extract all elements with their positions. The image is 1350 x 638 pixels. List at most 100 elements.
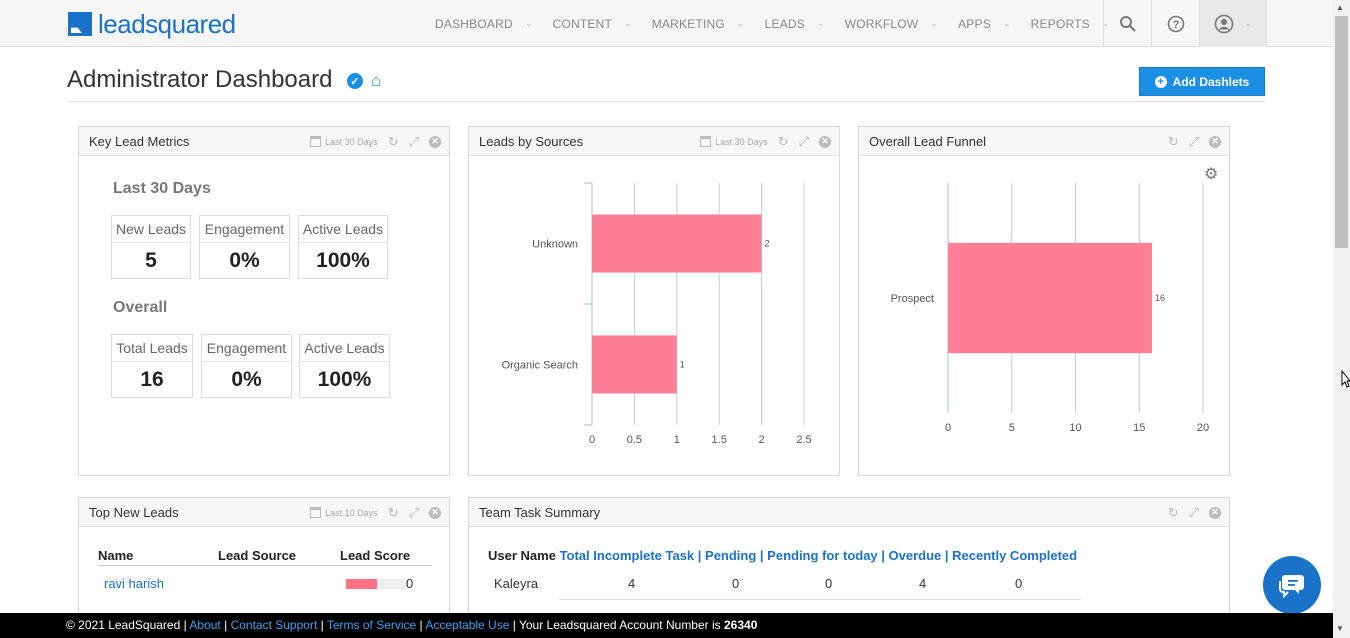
metric-label: Engagement [200,216,289,243]
footer-account-number: 26340 [724,618,758,632]
nav-leads[interactable]: LEADS ⌄ [755,0,835,47]
scroll-up-icon[interactable]: ▲ [1336,3,1344,12]
x-tick-label: 15 [1133,422,1145,434]
expand-icon[interactable]: ⤢ [1188,504,1199,520]
expand-icon[interactable]: ⤢ [1188,133,1199,149]
search-button[interactable] [1103,0,1151,47]
bar-prospect [948,242,1152,354]
lead-funnel-dashlet: Overall Lead Funnel ↻ ⤢ ✕ ⚙ 0 5 10 15 20 Pros… [858,126,1230,476]
col-header-lead-score[interactable]: Lead Score [340,548,411,563]
col-header-lead-source[interactable]: Lead Source [218,548,297,563]
nav-workflow[interactable]: WORKFLOW ⌄ [835,0,948,47]
close-icon[interactable]: ✕ [429,506,441,519]
calendar-icon [310,507,322,518]
close-icon[interactable]: ✕ [819,135,831,148]
date-range-label: Last 30 Days [325,136,378,147]
chevron-down-icon: ⌄ [930,18,939,28]
user-menu-button[interactable]: ⌄ [1199,0,1267,47]
metric-engagement-overall: Engagement 0% [201,334,292,398]
help-icon: ? [1167,15,1184,32]
dashlet-tools: Last 30 Days ↻ ⤢ ✕ [310,127,441,156]
category-label: Organic Search [502,360,578,372]
metric-value: 0% [229,249,260,272]
lead-name-link[interactable]: ravi harish [104,576,164,591]
dashlet-tools: Last 10 Days ↻ ⤢ ✕ [310,498,441,527]
dashlet-tools: Last 30 Days ↻ ⤢ ✕ [700,127,831,156]
nav-content[interactable]: CONTENT ⌄ [543,0,642,47]
expand-icon[interactable]: ⤢ [408,504,419,520]
verified-check-icon[interactable]: ✓ [347,73,363,89]
task-pending-today: 0 [825,576,833,591]
refresh-icon[interactable]: ↻ [1167,133,1179,149]
settings-gear-icon[interactable]: ⚙ [1204,166,1219,183]
metric-label: New Leads [112,216,190,243]
nav-leads-label: LEADS [764,16,805,31]
metric-label: Total Leads [112,335,192,362]
footer-account-text: Your Leadsquared Account Number is [518,618,721,632]
col-header-name[interactable]: Name [98,548,134,563]
footer-link-terms[interactable]: Terms of Service [326,618,417,632]
x-tick-label: 1.5 [712,434,727,446]
x-tick-label: 10 [1069,422,1081,434]
refresh-icon[interactable]: ↻ [777,133,789,149]
footer-bar: © 2021 LeadSquared | About | Contact Sup… [0,613,1333,638]
leadsquared-logo[interactable]: leadsquared [68,9,236,39]
top-navbar: leadsquared DASHBOARD ⌄ CONTENT ⌄ MARKETIN… [0,0,1333,47]
footer-link-about[interactable]: About [189,618,221,632]
scrollbar-thumb[interactable] [1335,16,1348,248]
lead-score-bar [346,579,377,589]
metric-value: 0% [231,368,262,391]
title-icons: ✓ ⌂ [347,71,382,90]
close-icon[interactable]: ✕ [429,135,441,148]
scroll-down-icon[interactable]: ▼ [1336,624,1344,633]
chat-widget-button[interactable] [1263,556,1321,614]
chevron-down-icon: ⌄ [736,18,745,28]
x-tick-label: 1 [674,434,680,446]
expand-icon[interactable]: ⤢ [798,133,809,149]
dashlet-header: Team Task Summary ↻ ⤢ ✕ [469,498,1229,527]
x-tick-label: 0 [945,422,951,434]
task-total-incomplete: 4 [628,576,636,591]
add-dashlets-button[interactable]: + Add Dashlets [1139,67,1265,96]
dashlet-tools: ↻ ⤢ ✕ [1168,498,1221,527]
refresh-icon[interactable]: ↻ [1167,504,1179,520]
category-label: Unknown [532,239,578,251]
dashlet-title: Overall Lead Funnel [869,133,987,149]
search-icon [1119,15,1136,32]
nav-marketing[interactable]: MARKETING ⌄ [642,0,755,47]
dashlet-header: Key Lead Metrics Last 30 Days ↻ ⤢ ✕ [79,127,449,156]
nav-reports[interactable]: REPORTS ⌄ [1021,0,1120,47]
lead-score-value: 0 [406,576,414,591]
main-nav: DASHBOARD ⌄ CONTENT ⌄ MARKETING ⌄ LEADS ⌄ WO… [425,0,1120,47]
col-task-headers[interactable]: Total Incomplete Task | Pending | Pendin… [559,548,1078,563]
date-range-picker[interactable]: Last 30 Days [310,136,378,147]
date-range-picker[interactable]: Last 30 Days [700,136,768,147]
expand-icon[interactable]: ⤢ [408,133,419,149]
help-button[interactable]: ? [1151,0,1199,47]
date-range-picker[interactable]: Last 10 Days [310,507,378,518]
metric-total-leads: Total Leads 16 [111,334,193,398]
dashlet-title: Key Lead Metrics [89,133,190,149]
x-tick-label: 5 [1009,422,1015,434]
home-icon[interactable]: ⌂ [371,71,382,90]
task-pending: 0 [732,576,740,591]
refresh-icon[interactable]: ↻ [387,504,399,520]
x-tick-label: 0 [589,434,595,446]
metric-label: Active Leads [300,335,389,362]
refresh-icon[interactable]: ↻ [387,133,399,149]
title-divider [67,101,1265,102]
close-icon[interactable]: ✕ [1209,135,1221,148]
data-label: 16 [1155,293,1165,303]
footer-link-contact-support[interactable]: Contact Support [230,618,318,632]
task-overdue: 4 [919,576,927,591]
table-header-divider [98,565,432,566]
nav-apps[interactable]: APPS ⌄ [948,0,1021,47]
sources-bar-chart: 0 0.5 1 1.5 2 2.5 Unknown 2 Organic Search 1 [502,182,812,446]
dashlet-header: Leads by Sources Last 30 Days ↻ ⤢ ✕ [469,127,839,156]
leads-by-sources-dashlet: Leads by Sources Last 30 Days ↻ ⤢ ✕ 0 0.5… [468,126,840,476]
metric-value: 5 [145,249,157,272]
chevron-down-icon: ⌄ [623,18,632,28]
close-icon[interactable]: ✕ [1209,506,1221,519]
footer-link-acceptable-use[interactable]: Acceptable Use [425,618,510,632]
nav-dashboard[interactable]: DASHBOARD ⌄ [425,0,543,47]
